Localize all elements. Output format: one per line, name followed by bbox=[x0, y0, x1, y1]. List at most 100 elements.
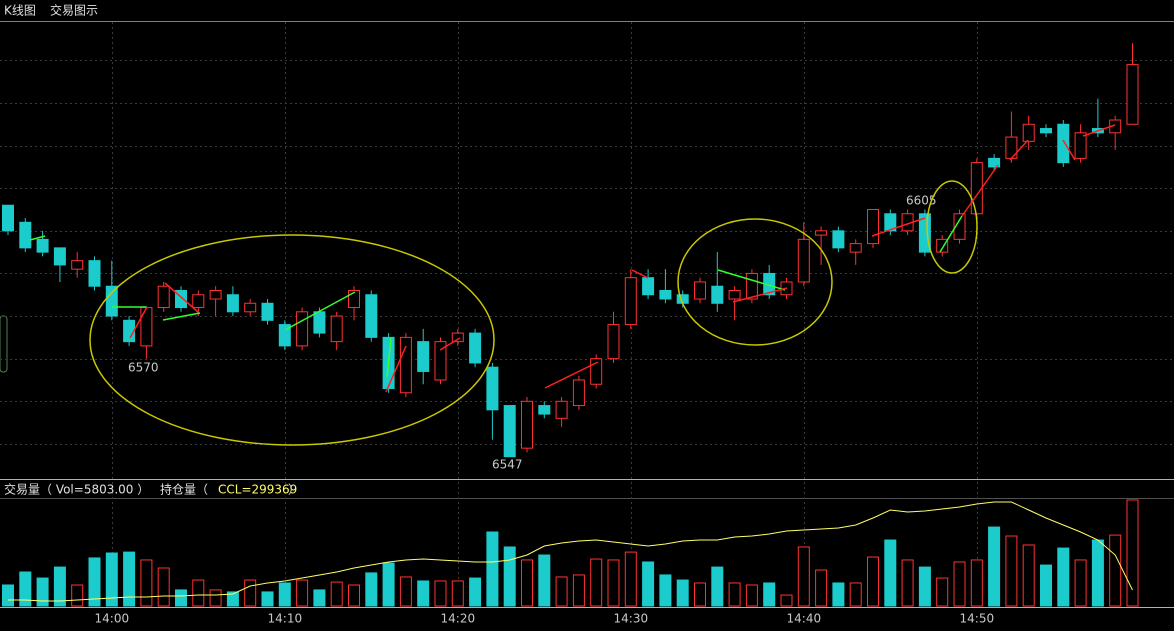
x-tick-label: 14:50 bbox=[960, 612, 995, 626]
volume-bar bbox=[486, 531, 499, 607]
tab[interactable]: 交易图示 bbox=[50, 3, 98, 18]
candle-body bbox=[624, 277, 637, 326]
volume-bar bbox=[71, 584, 84, 607]
candle-body bbox=[123, 319, 136, 343]
volume-bar bbox=[867, 556, 879, 607]
volume-bar bbox=[849, 582, 862, 607]
trend-line bbox=[871, 217, 926, 237]
volume-bar bbox=[313, 589, 326, 607]
trend-line bbox=[1009, 139, 1029, 161]
candle-body bbox=[555, 400, 568, 419]
volume-bar bbox=[797, 546, 810, 607]
candle-body bbox=[521, 400, 533, 449]
trend-line bbox=[439, 337, 461, 351]
trend-line bbox=[732, 287, 788, 303]
candle-body bbox=[469, 332, 482, 364]
trend-line bbox=[129, 306, 148, 339]
candle-body bbox=[728, 289, 741, 300]
volume-bar bbox=[555, 576, 568, 607]
candle-body bbox=[918, 213, 931, 253]
price-annotation: 6605 bbox=[906, 194, 937, 208]
volume-bar bbox=[365, 572, 378, 607]
volume-bar bbox=[607, 559, 620, 607]
candle-body bbox=[1074, 132, 1087, 159]
volume-bar bbox=[988, 526, 1001, 607]
open-interest-line bbox=[8, 501, 1133, 602]
candle-body bbox=[451, 332, 464, 343]
volume-bar bbox=[832, 582, 845, 607]
volume-bar bbox=[970, 559, 983, 607]
volume-bar bbox=[538, 554, 551, 607]
volume-bar bbox=[469, 577, 482, 607]
volume-bar bbox=[884, 539, 897, 607]
volume-bar bbox=[953, 561, 966, 607]
ellipse bbox=[926, 180, 978, 274]
volume-bar bbox=[434, 580, 447, 607]
candle-body bbox=[192, 294, 205, 309]
candle-body bbox=[2, 204, 14, 232]
trend-line bbox=[386, 337, 392, 378]
scroll-handle[interactable] bbox=[0, 315, 8, 373]
volume-bar bbox=[1040, 564, 1052, 607]
candle-body bbox=[157, 285, 170, 309]
volume-bar bbox=[521, 559, 533, 607]
volume-bar bbox=[330, 581, 343, 607]
volume-bar bbox=[659, 574, 672, 607]
volume-bar bbox=[1057, 547, 1070, 607]
grid bbox=[0, 22, 1174, 607]
volume-bar bbox=[590, 558, 603, 607]
volume-bar bbox=[53, 566, 66, 607]
candle-body bbox=[815, 230, 828, 236]
candle-body bbox=[330, 315, 343, 343]
volume-bar bbox=[209, 589, 222, 607]
trend-line bbox=[939, 215, 963, 253]
volume-bar bbox=[226, 591, 239, 607]
x-tick-label: 14:10 bbox=[268, 612, 303, 626]
trend-line bbox=[631, 269, 649, 279]
oi-legend-value: CCL=299369 bbox=[218, 483, 297, 497]
candle-body bbox=[849, 243, 862, 253]
volume-bar bbox=[36, 577, 49, 607]
candle-body bbox=[953, 213, 966, 240]
x-tick-label: 14:40 bbox=[787, 612, 822, 626]
candle-body bbox=[988, 157, 1001, 168]
volume-bar bbox=[261, 591, 274, 607]
candle-body bbox=[832, 230, 845, 249]
trend-line bbox=[284, 291, 356, 331]
candle-body bbox=[71, 260, 84, 270]
volume-bar bbox=[2, 584, 14, 607]
trend-line bbox=[385, 345, 407, 393]
volume-bar bbox=[624, 551, 637, 607]
candle-body bbox=[278, 324, 291, 347]
volume-bar bbox=[348, 584, 360, 607]
volume-bar bbox=[192, 579, 205, 607]
volume-bar bbox=[88, 557, 101, 607]
candle-body bbox=[486, 366, 499, 411]
trend-line bbox=[164, 282, 199, 313]
candle-body bbox=[244, 302, 257, 313]
volume-bar bbox=[1126, 499, 1139, 607]
volume-bar bbox=[1005, 535, 1018, 607]
candle-body bbox=[642, 277, 655, 296]
trend-lines-red bbox=[129, 124, 1116, 393]
volume-bar bbox=[140, 559, 153, 607]
x-tick-label: 14:00 bbox=[95, 612, 130, 626]
volume-bar bbox=[1091, 539, 1104, 607]
tab[interactable]: K线图 bbox=[4, 4, 36, 18]
trend-line bbox=[29, 235, 46, 241]
trend-lines-green bbox=[29, 215, 963, 378]
volume-legend: 交易量（ Vol=5803.00 ） bbox=[4, 482, 149, 497]
candle-body bbox=[175, 289, 187, 309]
candle-body bbox=[797, 238, 810, 283]
candle-body bbox=[313, 311, 326, 334]
candle-body bbox=[296, 311, 309, 347]
candle-body bbox=[711, 285, 724, 304]
candle-body bbox=[261, 302, 274, 321]
oi-legend: ） bbox=[288, 483, 300, 497]
candle-body bbox=[884, 213, 897, 232]
candle-body bbox=[36, 238, 49, 253]
volume-bar bbox=[278, 582, 291, 607]
volume-bar bbox=[711, 566, 724, 607]
candle-body bbox=[867, 209, 879, 245]
volume-bar bbox=[1022, 544, 1035, 607]
